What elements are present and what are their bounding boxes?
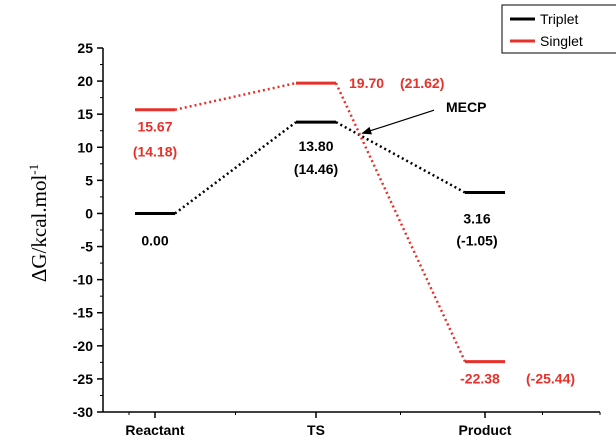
axes: -30 -25 -20 -15 -10 -5 0 5 10 15 20 25 Reactant TS Pro…	[73, 40, 601, 438]
y-tick-label: 15	[77, 106, 93, 122]
y-axis-label: ΔG/kcal.mol-1	[26, 164, 51, 282]
connectors	[174, 81, 467, 363]
data-label-triplet: 13.80	[298, 138, 333, 154]
y-tick-label: 0	[85, 205, 93, 221]
x-category-label: Product	[459, 422, 512, 438]
connector-singlet	[174, 81, 297, 111]
y-tick-label: -20	[73, 338, 93, 354]
mecp-arrow	[361, 109, 435, 135]
y-tick-label: 25	[77, 40, 93, 56]
data-label-triplet: 0.00	[141, 232, 168, 248]
y-tick-label: -5	[81, 239, 94, 255]
data-label-singlet-alt: (21.62)	[400, 75, 444, 91]
data-label-triplet: 3.16	[463, 211, 490, 227]
data-label-singlet-alt: (-25.44)	[526, 371, 575, 387]
y-tick-label: 20	[77, 73, 93, 89]
annotation: MECP	[361, 99, 486, 135]
y-tick-label: 5	[85, 172, 93, 188]
connector-triplet	[174, 121, 297, 215]
energy-levels	[135, 81, 505, 364]
data-labels: 0.00 13.80 (14.46) 3.16 (-1.05) 15.67 (14.18) 1…	[133, 75, 575, 386]
legend-label-triplet: Triplet	[540, 11, 578, 27]
data-label-singlet: 19.70	[349, 75, 384, 91]
legend-label-singlet: Singlet	[540, 33, 583, 49]
y-tick-label: -10	[73, 272, 93, 288]
y-tick-label: -15	[73, 305, 93, 321]
connector-triplet	[335, 121, 466, 194]
mecp-label: MECP	[446, 99, 486, 115]
connector-singlet	[334, 82, 467, 363]
legend-box	[501, 4, 616, 54]
x-category-label: Reactant	[125, 422, 184, 438]
data-label-triplet-alt: (-1.05)	[456, 233, 497, 249]
data-label-triplet-alt: (14.46)	[294, 161, 338, 177]
data-label-singlet-alt: (14.18)	[133, 144, 177, 160]
y-tick-label: 10	[77, 139, 93, 155]
legend: Triplet Singlet	[501, 4, 616, 54]
data-label-singlet: -22.38	[460, 371, 500, 387]
y-tick-label: -30	[73, 404, 93, 420]
y-axis-label-main: ΔG/kcal.mol	[27, 175, 51, 283]
data-label-singlet: 15.67	[137, 119, 172, 135]
y-axis-label-superscript: -1	[26, 164, 41, 175]
y-tick-label: -25	[73, 371, 93, 387]
x-category-label: TS	[307, 422, 325, 438]
